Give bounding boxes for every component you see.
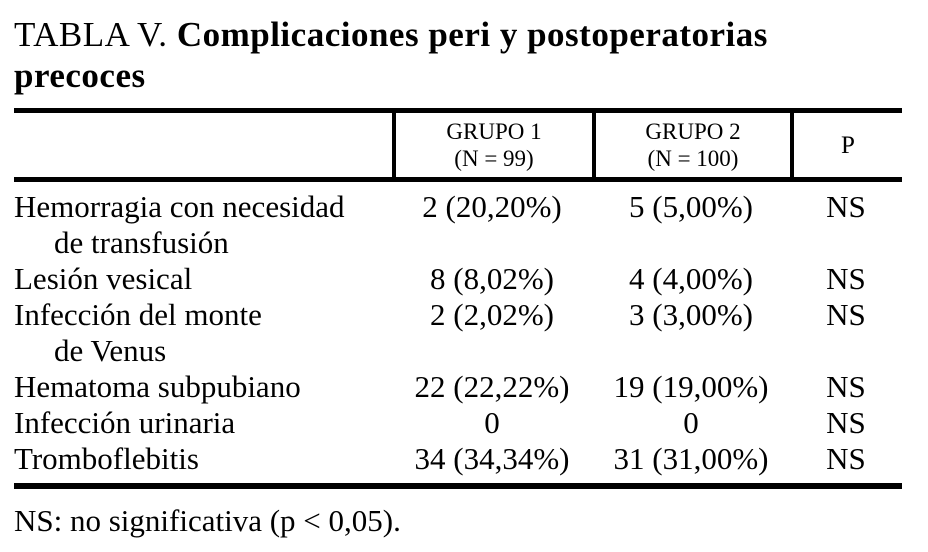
grupo1-value: 2 (20,20%) (422, 189, 562, 224)
grupo2-label: GRUPO 2 (645, 119, 741, 144)
row-label: Hemorragia con necesidad de transfusión (14, 189, 392, 261)
grupo2-value: 0 (683, 405, 699, 440)
table-row-hematoma: Hematoma subpubiano 22 (22,22%) 19 (19,0… (14, 369, 902, 405)
row-label: Infección urinaria (14, 405, 392, 441)
p-value: NS (826, 405, 866, 440)
row-label: Infección del monte de Venus (14, 297, 392, 369)
p-value: NS (826, 369, 866, 404)
table-heading-line2: precoces (14, 56, 146, 95)
grupo1-value: 0 (484, 405, 500, 440)
table-number-label: TABLA V. (14, 15, 168, 54)
table-row-hemorragia: Hemorragia con necesidad de transfusión 2… (14, 189, 902, 261)
table-row-tromboflebitis: Tromboflebitis 34 (34,34%) 31 (31,00%) N… (14, 441, 902, 477)
grupo1-value: 8 (8,02%) (430, 261, 554, 296)
row-label-line1: Hemorragia con necesidad (14, 189, 345, 224)
row-label-line2: de transfusión (54, 225, 229, 260)
p-value: NS (826, 189, 866, 224)
row-label-line2: de Venus (54, 333, 167, 368)
table-figure: TABLA V. Complicaciones peri y postopera… (14, 14, 902, 539)
p-label: P (841, 131, 855, 159)
grupo1-value: 34 (34,34%) (414, 441, 570, 476)
grupo2-value: 4 (4,00%) (629, 261, 753, 296)
grupo2-value: 19 (19,00%) (613, 369, 769, 404)
table-row-infeccion-urinaria: Infección urinaria 0 0 NS (14, 405, 902, 441)
table-title: TABLA V. Complicaciones peri y postopera… (14, 14, 902, 96)
p-value: NS (826, 441, 866, 476)
table-header-row: GRUPO 1 (N = 99) GRUPO 2 (N = 100) P (14, 108, 902, 182)
row-label-line1: Infección del monte (14, 297, 262, 332)
table-row-infeccion-monte: Infección del monte de Venus 2 (2,02%) 3 … (14, 297, 902, 369)
row-label-line1: Lesión vesical (14, 261, 193, 296)
header-cell-empty (14, 113, 392, 177)
row-label: Hematoma subpubiano (14, 369, 392, 405)
row-label-line1: Infección urinaria (14, 405, 236, 440)
header-cell-grupo1: GRUPO 1 (N = 99) (392, 113, 592, 177)
row-label: Tromboflebitis (14, 441, 392, 477)
grupo2-value: 5 (5,00%) (629, 189, 753, 224)
complications-table: GRUPO 1 (N = 99) GRUPO 2 (N = 100) P Hem… (14, 108, 902, 489)
table-heading-line1: Complicaciones peri y postoperatorias (176, 15, 768, 54)
grupo2-value: 31 (31,00%) (613, 441, 769, 476)
grupo1-label: GRUPO 1 (446, 119, 542, 144)
header-cell-p: P (790, 113, 902, 177)
grupo1-value: 2 (2,02%) (430, 297, 554, 332)
grupo1-n: (N = 99) (454, 146, 534, 171)
table-footnote: NS: no significativa (p < 0,05). (14, 503, 401, 538)
grupo2-value: 3 (3,00%) (629, 297, 753, 332)
grupo2-n: (N = 100) (647, 146, 739, 171)
grupo1-value: 22 (22,22%) (414, 369, 570, 404)
row-label: Lesión vesical (14, 261, 392, 297)
header-cell-grupo2: GRUPO 2 (N = 100) (592, 113, 790, 177)
table-row-lesion-vesical: Lesión vesical 8 (8,02%) 4 (4,00%) NS (14, 261, 902, 297)
p-value: NS (826, 297, 866, 332)
row-label-line1: Tromboflebitis (14, 441, 199, 476)
p-value: NS (826, 261, 866, 296)
table-body: Hemorragia con necesidad de transfusión 2… (14, 182, 902, 489)
row-label-line1: Hematoma subpubiano (14, 369, 301, 404)
